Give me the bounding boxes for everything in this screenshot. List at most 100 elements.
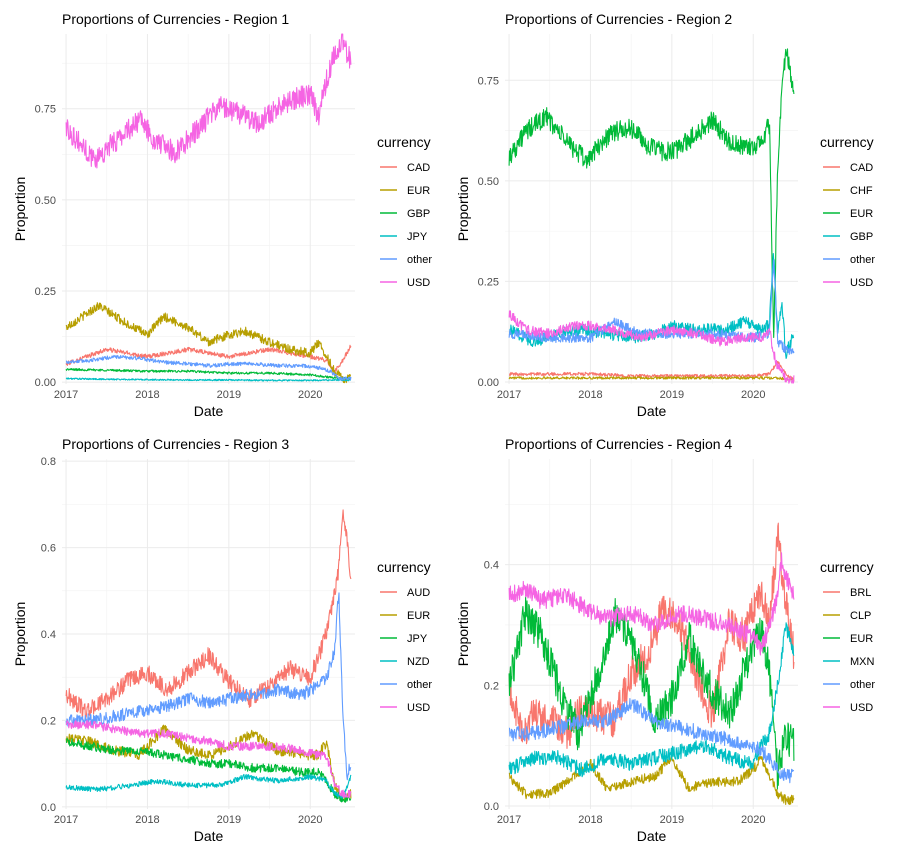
chart-svg: 2017 2018 2019 2020 0.0 0.2 0.4 Proportions of … bbox=[455, 436, 875, 844]
series-line-clp bbox=[508, 753, 795, 806]
legend-label: USD bbox=[850, 702, 873, 714]
chart-panel-region-3: 2017 2018 2019 2020 0.0 0.2 0.4 0.6 0.8 Proportio… bbox=[0, 425, 443, 850]
series-line-other bbox=[65, 354, 352, 381]
legend-label: MXN bbox=[850, 656, 875, 668]
series-lines bbox=[65, 509, 352, 803]
series-line-nzd bbox=[65, 773, 352, 799]
x-tick-label: 2018 bbox=[578, 389, 602, 401]
x-tick-label: 2017 bbox=[497, 814, 521, 826]
series-line-mxn bbox=[508, 622, 795, 778]
legend: currency CAD CHF EUR GBP other USD bbox=[820, 134, 875, 289]
x-tick-label: 2018 bbox=[135, 814, 159, 826]
series-line-jpy bbox=[65, 737, 352, 803]
legend-label: EUR bbox=[850, 633, 873, 645]
legend-label: other bbox=[850, 679, 875, 691]
x-axis-title: Date bbox=[637, 828, 667, 844]
legend: currency BRL CLP EUR MXN other USD bbox=[820, 559, 875, 714]
x-tick-label: 2017 bbox=[54, 814, 78, 826]
legend-title: currency bbox=[377, 134, 431, 150]
legend-label: CAD bbox=[850, 162, 873, 174]
series-line-cad bbox=[508, 360, 795, 382]
legend-label: NZD bbox=[407, 656, 430, 668]
y-axis-title: Proportion bbox=[12, 177, 28, 242]
legend-label: USD bbox=[850, 277, 873, 289]
chart-title: Proportions of Currencies - Region 3 bbox=[62, 436, 289, 452]
y-tick-label: 0.50 bbox=[35, 195, 56, 207]
legend-label: GBP bbox=[850, 231, 873, 243]
x-tick-label: 2020 bbox=[741, 389, 765, 401]
series-lines bbox=[65, 33, 352, 384]
chart-svg: 2017 2018 2019 2020 0.00 0.25 0.50 0.75 Proporti… bbox=[12, 11, 432, 419]
legend-label: USD bbox=[407, 277, 430, 289]
x-axis-title: Date bbox=[194, 403, 224, 419]
series-line-gbp bbox=[508, 252, 795, 360]
series-line-usd bbox=[508, 552, 795, 656]
series-lines bbox=[508, 522, 795, 806]
legend-label: JPY bbox=[407, 633, 428, 645]
y-tick-label: 0.50 bbox=[478, 176, 499, 188]
y-tick-label: 0.4 bbox=[41, 629, 56, 641]
x-tick-label: 2017 bbox=[54, 389, 78, 401]
y-tick-label: 0.25 bbox=[478, 276, 499, 288]
y-tick-label: 0.2 bbox=[41, 715, 56, 727]
legend: currency AUD EUR JPY NZD other USD bbox=[377, 559, 432, 714]
legend-label: other bbox=[850, 254, 875, 266]
series-line-eur bbox=[508, 48, 795, 339]
major-gridlines bbox=[505, 459, 798, 809]
x-tick-label: 2020 bbox=[741, 814, 765, 826]
legend-label: BRL bbox=[850, 587, 871, 599]
x-tick-label: 2017 bbox=[497, 389, 521, 401]
y-tick-label: 0.0 bbox=[484, 801, 499, 813]
legend-label: JPY bbox=[407, 231, 428, 243]
legend-title: currency bbox=[820, 134, 874, 150]
series-line-usd bbox=[65, 719, 352, 799]
series-line-cad bbox=[65, 344, 352, 373]
y-tick-label: 0.0 bbox=[41, 802, 56, 814]
x-tick-label: 2019 bbox=[660, 814, 684, 826]
series-line-chf bbox=[508, 376, 795, 381]
chart-title: Proportions of Currencies - Region 1 bbox=[62, 11, 289, 27]
chart-title: Proportions of Currencies - Region 4 bbox=[505, 436, 732, 452]
series-line-other bbox=[508, 698, 795, 784]
legend-label: CLP bbox=[850, 610, 871, 622]
series-line-eur bbox=[65, 724, 352, 803]
minor-gridlines bbox=[62, 34, 355, 384]
x-tick-label: 2019 bbox=[217, 814, 241, 826]
chart-panel-region-1: 2017 2018 2019 2020 0.00 0.25 0.50 0.75 Proporti… bbox=[0, 0, 443, 425]
y-axis-title: Proportion bbox=[12, 602, 28, 667]
series-lines bbox=[508, 48, 795, 384]
series-line-eur bbox=[65, 302, 352, 384]
x-tick-label: 2019 bbox=[660, 389, 684, 401]
legend-label: USD bbox=[407, 702, 430, 714]
series-line-other bbox=[65, 592, 352, 781]
legend-label: EUR bbox=[850, 208, 873, 220]
legend-label: EUR bbox=[407, 185, 430, 197]
legend-label: CAD bbox=[407, 162, 430, 174]
legend-label: other bbox=[407, 679, 432, 691]
y-tick-label: 0.75 bbox=[35, 104, 56, 116]
legend-label: other bbox=[407, 254, 432, 266]
major-gridlines bbox=[62, 459, 355, 809]
chart-panel-region-2: 2017 2018 2019 2020 0.00 0.25 0.50 0.75 Proporti… bbox=[443, 0, 886, 425]
legend-label: GBP bbox=[407, 208, 430, 220]
y-tick-label: 0.00 bbox=[478, 377, 499, 389]
legend-title: currency bbox=[377, 559, 431, 575]
series-line-usd bbox=[508, 310, 795, 384]
chart-svg: 2017 2018 2019 2020 0.0 0.2 0.4 0.6 0.8 Proportio… bbox=[12, 436, 432, 844]
y-tick-label: 0.00 bbox=[35, 377, 56, 389]
x-tick-label: 2019 bbox=[217, 389, 241, 401]
y-tick-label: 0.6 bbox=[41, 543, 56, 555]
x-axis-title: Date bbox=[194, 828, 224, 844]
x-tick-label: 2018 bbox=[578, 814, 602, 826]
series-line-usd bbox=[65, 33, 352, 169]
series-line-aud bbox=[65, 509, 352, 720]
legend-label: EUR bbox=[407, 610, 430, 622]
x-tick-label: 2020 bbox=[298, 389, 322, 401]
legend-label: AUD bbox=[407, 587, 430, 599]
chart-panel-region-4: 2017 2018 2019 2020 0.0 0.2 0.4 Proportions of … bbox=[443, 425, 886, 850]
y-tick-label: 0.4 bbox=[484, 560, 499, 572]
y-tick-label: 0.2 bbox=[484, 680, 499, 692]
chart-title: Proportions of Currencies - Region 2 bbox=[505, 11, 732, 27]
y-tick-label: 0.75 bbox=[478, 75, 499, 87]
